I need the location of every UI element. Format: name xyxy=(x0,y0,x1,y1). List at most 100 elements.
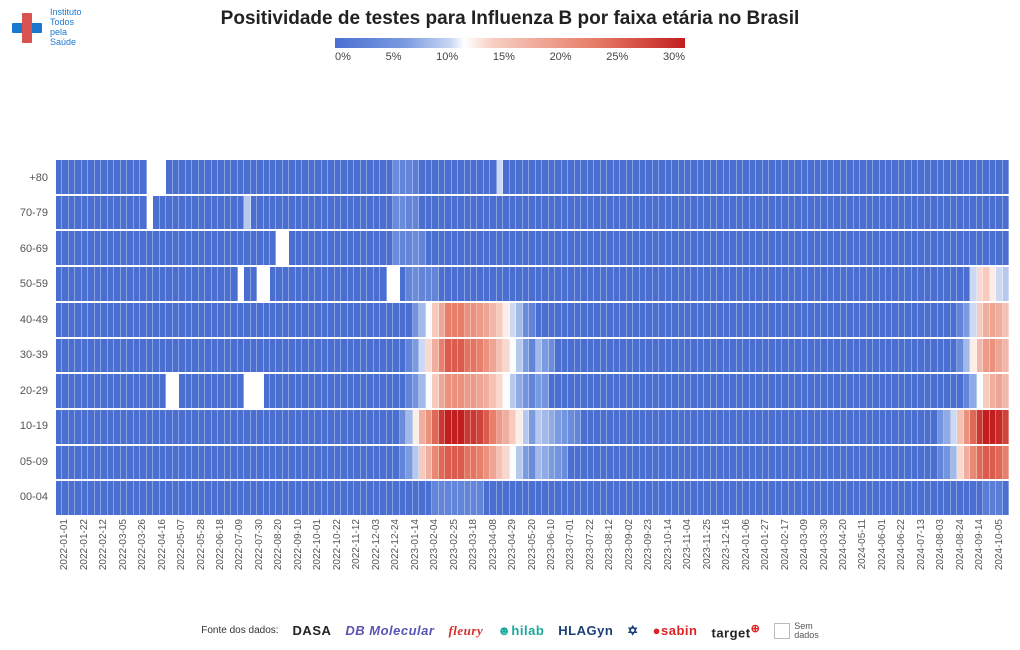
brand-logos: DASA DB Molecular fleury ☻hilab HLAGyn ✡ ●sabi… xyxy=(293,622,761,640)
colorbar-tick: 5% xyxy=(386,51,402,63)
heatmap-row xyxy=(56,265,1010,301)
heatmap-cell xyxy=(1003,339,1009,373)
x-axis-label: 2024-02-17 xyxy=(780,519,791,570)
y-axis-label: 20-29 xyxy=(20,385,48,397)
x-axis-label: 2023-06-10 xyxy=(546,519,557,570)
x-axis-label: 2022-02-12 xyxy=(98,519,109,570)
x-axis-label: 2023-02-25 xyxy=(449,519,460,570)
its-logo-mark xyxy=(10,11,44,45)
heatmap-grid xyxy=(56,160,1010,515)
x-axis-label: 2022-04-16 xyxy=(157,519,168,570)
heatmap-chart: +8070-7960-6950-5940-4930-3920-2910-1905… xyxy=(56,160,1010,515)
x-axis-label: 2022-06-18 xyxy=(215,519,226,570)
x-axis-label: 2023-11-04 xyxy=(682,519,693,569)
heatmap-row xyxy=(56,408,1010,444)
brand-dasa: DASA xyxy=(293,623,332,638)
x-axis-label: 2023-04-29 xyxy=(507,519,518,570)
x-axis-label: 2022-12-24 xyxy=(390,519,401,570)
nodata-swatch-box xyxy=(774,623,790,639)
brand-target: target⊕ xyxy=(711,622,760,640)
heatmap-row xyxy=(56,194,1010,230)
x-axis-label: 2022-01-22 xyxy=(79,519,90,570)
colorbar-gradient xyxy=(335,38,685,48)
heatmap-cell xyxy=(1003,374,1009,408)
its-logo-text: Instituto Todos pela Saúde xyxy=(50,8,82,48)
x-axis-label: 2024-05-11 xyxy=(857,519,868,569)
x-axis-label: 2023-03-18 xyxy=(468,519,479,570)
y-axis-label: 30-39 xyxy=(20,349,48,361)
x-axis-label: 2022-11-12 xyxy=(351,519,362,569)
y-axis-label: 50-59 xyxy=(20,278,48,290)
heatmap-cell xyxy=(1003,481,1009,515)
x-axis-label: 2023-02-04 xyxy=(429,519,440,570)
x-axis-label: 2024-06-01 xyxy=(877,519,888,570)
x-axis-label: 2024-06-22 xyxy=(896,519,907,570)
x-axis-label: 2022-09-10 xyxy=(293,519,304,570)
heatmap-row xyxy=(56,229,1010,265)
x-axis-label: 2023-01-14 xyxy=(410,519,421,570)
x-axis: 2022-01-012022-01-222022-02-122022-03-05… xyxy=(56,515,1010,615)
heatmap-row xyxy=(56,337,1010,373)
x-axis-label: 2022-05-07 xyxy=(176,519,187,570)
brand-db: DB Molecular xyxy=(345,623,434,638)
x-axis-label: 2024-04-20 xyxy=(838,519,849,570)
x-axis-label: 2022-01-01 xyxy=(59,519,70,570)
colorbar-labels: 0%5%10%15%20%25%30% xyxy=(335,51,685,63)
x-axis-label: 2024-08-24 xyxy=(955,519,966,570)
colorbar: 0%5%10%15%20%25%30% xyxy=(335,38,685,63)
x-axis-label: 2024-08-03 xyxy=(935,519,946,570)
colorbar-tick: 30% xyxy=(663,51,685,63)
colorbar-tick: 0% xyxy=(335,51,351,63)
heatmap-row xyxy=(56,372,1010,408)
y-axis-label: 60-69 xyxy=(20,243,48,255)
heatmap-cell xyxy=(1003,160,1009,194)
x-axis-label: 2022-05-28 xyxy=(196,519,207,570)
y-axis-label: 10-19 xyxy=(20,420,48,432)
heatmap-row xyxy=(56,479,1010,515)
chart-title: Positividade de testes para Influenza B … xyxy=(10,8,1010,30)
x-axis-label: 2022-07-30 xyxy=(254,519,265,570)
brand-fleury: fleury xyxy=(448,623,483,639)
x-axis-label: 2023-07-01 xyxy=(565,519,576,570)
nodata-legend: Sem dados xyxy=(774,622,819,640)
nodata-label: Sem dados xyxy=(794,622,819,640)
x-axis-label: 2023-07-22 xyxy=(585,519,596,570)
x-axis-label: 2022-03-26 xyxy=(137,519,148,570)
its-logo: Instituto Todos pela Saúde xyxy=(10,8,82,48)
heatmap-cell xyxy=(1003,303,1009,337)
source-label: Fonte dos dados: xyxy=(201,625,278,636)
brand-hlagyn: HLAGyn xyxy=(558,623,613,638)
x-axis-label: 2023-05-20 xyxy=(527,519,538,570)
x-axis-label: 2023-04-08 xyxy=(488,519,499,570)
x-axis-label: 2023-09-02 xyxy=(624,519,635,570)
y-axis: +8070-7960-6950-5940-4930-3920-2910-1905… xyxy=(8,160,52,515)
x-axis-label: 2023-09-23 xyxy=(643,519,654,570)
x-axis-label: 2024-09-14 xyxy=(974,519,985,570)
colorbar-tick: 20% xyxy=(550,51,572,63)
heatmap-row xyxy=(56,444,1010,480)
y-axis-label: 05-09 xyxy=(20,456,48,468)
colorbar-tick: 15% xyxy=(493,51,515,63)
x-axis-label: 2022-12-03 xyxy=(371,519,382,570)
heatmap-row xyxy=(56,301,1010,337)
x-axis-label: 2022-08-20 xyxy=(273,519,284,570)
x-axis-label: 2024-01-27 xyxy=(760,519,771,570)
y-axis-label: 00-04 xyxy=(20,491,48,503)
x-axis-label: 2022-07-09 xyxy=(234,519,245,570)
x-axis-label: 2024-10-05 xyxy=(994,519,1005,570)
x-axis-label: 2024-03-09 xyxy=(799,519,810,570)
heatmap-cell xyxy=(1003,267,1009,301)
brand-hilab: ☻hilab xyxy=(497,623,544,638)
x-axis-label: 2023-11-25 xyxy=(702,519,713,569)
heatmap-cell xyxy=(1003,231,1009,265)
y-axis-label: +80 xyxy=(29,172,48,184)
heatmap-cell xyxy=(1003,446,1009,480)
brand-einstein: ✡ xyxy=(627,623,638,639)
colorbar-tick: 25% xyxy=(606,51,628,63)
brand-sabin: ●sabin xyxy=(653,623,698,638)
data-source-footer: Fonte dos dados: DASA DB Molecular fleury ☻… xyxy=(0,622,1020,640)
heatmap-row xyxy=(56,160,1010,194)
y-axis-label: 70-79 xyxy=(20,207,48,219)
x-axis-label: 2023-12-16 xyxy=(721,519,732,570)
x-axis-label: 2024-01-06 xyxy=(741,519,752,570)
